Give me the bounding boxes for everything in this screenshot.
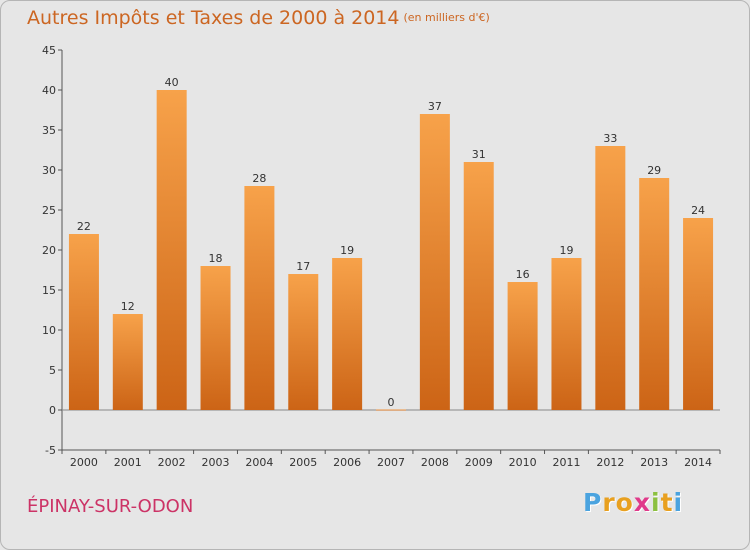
chart-title: Autres Impôts et Taxes de 2000 à 2014 (en…	[27, 7, 490, 29]
x-tick-label-2007: 2007	[377, 456, 405, 469]
data-label-2005: 17	[296, 260, 310, 273]
x-tick-label-2014: 2014	[684, 456, 712, 469]
bar-2007	[376, 409, 406, 411]
x-tick-label-2002: 2002	[158, 456, 186, 469]
bar-2011	[551, 258, 582, 410]
y-tick-label: 25	[42, 204, 56, 217]
logo-letter: o	[615, 488, 634, 517]
bar-2014	[683, 218, 714, 410]
data-label-2007: 0	[388, 396, 395, 409]
logo-letter: x	[633, 488, 651, 517]
bar-2000	[68, 234, 99, 410]
bar-2004	[244, 186, 275, 410]
data-label-2006: 19	[340, 244, 354, 257]
data-label-2009: 31	[472, 148, 486, 161]
data-label-2013: 29	[647, 164, 661, 177]
bar-2003	[200, 266, 231, 410]
bar-2006	[332, 258, 363, 410]
x-tick-label-2009: 2009	[465, 456, 493, 469]
chart-unit: (en milliers d'€)	[403, 11, 490, 24]
bar-2010	[507, 282, 538, 410]
y-tick-label: 20	[42, 244, 56, 257]
x-tick-label-2011: 2011	[552, 456, 580, 469]
logo-letter: r	[602, 488, 616, 517]
x-tick-label-2006: 2006	[333, 456, 361, 469]
data-label-2001: 12	[121, 300, 135, 313]
y-tick-label: 15	[42, 284, 56, 297]
logo-letter: i	[673, 488, 684, 517]
y-tick-label: 0	[49, 404, 56, 417]
data-label-2003: 18	[209, 252, 223, 265]
y-tick-label: 5	[49, 364, 56, 377]
data-label-2002: 40	[165, 76, 179, 89]
y-tick-label: 40	[42, 84, 56, 97]
proxiti-logo: Proxiti	[583, 488, 683, 517]
chart-labels: 22 2000 12 2001 40 2002 18 2003 28 2004 17 2005 19 20…	[70, 76, 712, 469]
x-tick-label-2004: 2004	[245, 456, 273, 469]
y-tick-label: -5	[45, 444, 56, 457]
bar-2012	[595, 146, 626, 410]
chart-bars	[68, 90, 714, 411]
x-tick-label-2005: 2005	[289, 456, 317, 469]
y-tick-label: 30	[42, 164, 56, 177]
x-tick-label-2000: 2000	[70, 456, 98, 469]
bar-2005	[288, 274, 319, 410]
x-tick-label-2010: 2010	[509, 456, 537, 469]
data-label-2014: 24	[691, 204, 705, 217]
logo-letter: i	[651, 488, 661, 517]
bar-2009	[463, 162, 494, 410]
data-label-2011: 19	[559, 244, 573, 257]
x-tick-label-2001: 2001	[114, 456, 142, 469]
logo-letter: t	[660, 488, 674, 517]
data-label-2000: 22	[77, 220, 91, 233]
data-label-2004: 28	[252, 172, 266, 185]
bar-2008	[419, 114, 450, 410]
x-tick-label-2003: 2003	[202, 456, 230, 469]
data-label-2008: 37	[428, 100, 442, 113]
y-tick-label: 35	[42, 124, 56, 137]
y-tick-label: 45	[42, 44, 56, 57]
data-label-2012: 33	[603, 132, 617, 145]
y-tick-label: 10	[42, 324, 56, 337]
x-tick-label-2012: 2012	[596, 456, 624, 469]
logo-letter: P	[583, 488, 603, 517]
x-tick-label-2013: 2013	[640, 456, 668, 469]
data-label-2010: 16	[516, 268, 530, 281]
bar-2002	[156, 90, 187, 410]
x-tick-label-2008: 2008	[421, 456, 449, 469]
bar-2013	[639, 178, 670, 410]
commune-name: ÉPINAY-SUR-ODON	[27, 496, 194, 517]
chart-title-text: Autres Impôts et Taxes de 2000 à 2014	[27, 7, 400, 29]
bar-2001	[112, 314, 143, 410]
